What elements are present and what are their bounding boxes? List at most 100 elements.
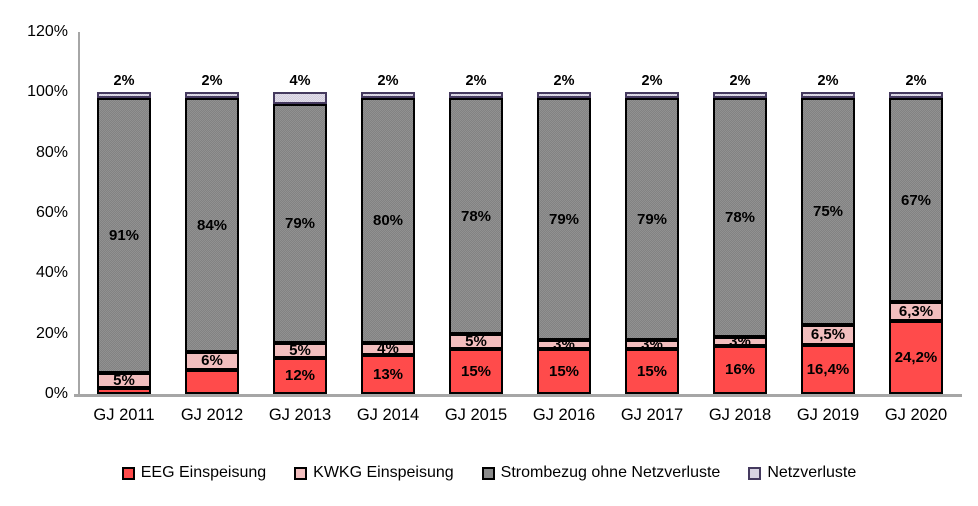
legend: EEG Einspeisung KWKG Einspeisung Strombezu… <box>0 458 978 488</box>
bar-gj-2014: 13% 4% 80% 2% <box>361 74 415 394</box>
segment-netzverluste <box>625 92 679 99</box>
bar-gj-2020: 24,2% 6,3% 67% 2% <box>889 74 943 394</box>
netzverluste-value-label: 2% <box>905 72 927 89</box>
segment-strombezug-ohne-netzverluste: 79% <box>273 104 327 343</box>
segment-value-label: 5% <box>465 333 487 349</box>
legend-label: Strombezug ohne Netzverluste <box>500 464 721 481</box>
segment-netzverluste <box>889 92 943 99</box>
segment-kwkg-einspeisung: 6,3% <box>889 302 943 321</box>
segment-value-label: 79% <box>636 210 668 228</box>
plot-area: 0% 20% 40% 60% 80% 100% 120% 5% 91% 2% 6% 84% 2% 12%… <box>27 24 962 402</box>
legend-swatch-icon <box>121 466 135 480</box>
x-axis-label: GJ 2017 <box>620 406 684 424</box>
segment-value-label: 79% <box>548 210 580 228</box>
x-axis-label: GJ 2020 <box>884 406 948 424</box>
segment-value-label: 78% <box>724 209 756 227</box>
segment-value-label: 3% <box>553 339 575 349</box>
legend-swatch-icon <box>481 466 495 480</box>
segment-value-label: 6,5% <box>810 326 846 344</box>
netzverluste-value-label: 2% <box>817 72 839 89</box>
segment-value-label: 91% <box>108 227 140 245</box>
y-axis-tick-label: 20% <box>35 324 68 342</box>
segment-strombezug-ohne-netzverluste: 75% <box>801 98 855 325</box>
segment-kwkg-einspeisung: 5% <box>449 333 503 349</box>
segment-netzverluste <box>713 92 767 99</box>
segment-eeg-einspeisung: 16% <box>713 345 767 394</box>
segment-value-label: 78% <box>460 207 492 225</box>
legend-item-strombezug-ohne-netzverluste: Strombezug ohne Netzverluste <box>481 464 721 482</box>
legend-label: KWKG Einspeisung <box>313 464 454 481</box>
segment-value-label: 15% <box>548 362 580 380</box>
segment-eeg-einspeisung: 13% <box>361 354 415 394</box>
segment-strombezug-ohne-netzverluste: 79% <box>537 98 591 340</box>
bar-gj-2019: 16,4% 6,5% 75% 2% <box>801 74 855 394</box>
segment-value-label: 67% <box>900 191 932 209</box>
netzverluste-value-label: 2% <box>201 72 223 89</box>
segment-kwkg-einspeisung: 3% <box>713 336 767 346</box>
segment-eeg-einspeisung: 15% <box>449 348 503 394</box>
segment-kwkg-einspeisung: 5% <box>273 342 327 358</box>
segment-kwkg-einspeisung: 3% <box>625 339 679 349</box>
segment-value-label: 16,4% <box>806 360 850 378</box>
bar-gj-2013: 12% 5% 79% 4% <box>273 74 327 394</box>
y-axis-tick-label: 80% <box>35 143 68 161</box>
segment-netzverluste <box>449 92 503 99</box>
segment-value-label: 16% <box>724 361 756 379</box>
segment-netzverluste <box>97 92 151 99</box>
segment-netzverluste <box>185 92 239 99</box>
y-axis-tick-label: 0% <box>44 385 68 402</box>
segment-value-label: 6,3% <box>898 303 934 320</box>
bar-gj-2017: 15% 3% 79% 2% <box>625 74 679 394</box>
segment-value-label: 15% <box>460 362 492 380</box>
x-axis-label: GJ 2019 <box>796 406 860 424</box>
netzverluste-value-label: 2% <box>553 72 575 89</box>
segment-eeg-einspeisung: 15% <box>537 348 591 394</box>
segment-value-label: 6% <box>201 352 223 370</box>
segment-kwkg-einspeisung: 4% <box>361 342 415 355</box>
legend-label: EEG Einspeisung <box>140 464 267 481</box>
x-axis-label: GJ 2015 <box>444 406 508 424</box>
segment-value-label: 5% <box>113 372 135 388</box>
segment-value-label: 5% <box>289 342 311 358</box>
segment-eeg-einspeisung: 16,4% <box>801 344 855 394</box>
segment-strombezug-ohne-netzverluste: 67% <box>889 98 943 302</box>
y-axis-tick-label: 40% <box>35 264 68 282</box>
segment-value-label: 12% <box>284 367 316 385</box>
segment-kwkg-einspeisung: 6,5% <box>801 324 855 345</box>
segment-value-label: 4% <box>377 342 399 355</box>
segment-eeg-einspeisung: 12% <box>273 357 327 394</box>
segment-value-label: 13% <box>372 365 404 383</box>
segment-value-label: 75% <box>812 203 844 221</box>
bar-gj-2018: 16% 3% 78% 2% <box>713 74 767 394</box>
segment-strombezug-ohne-netzverluste: 84% <box>185 98 239 352</box>
segment-value-label: 3% <box>641 339 663 349</box>
segment-value-label: 3% <box>729 336 751 346</box>
segment-netzverluste <box>273 92 327 105</box>
netzverluste-value-label: 4% <box>289 72 311 89</box>
y-axis-tick-label: 60% <box>35 204 68 221</box>
segment-netzverluste <box>537 92 591 99</box>
segment-eeg-einspeisung: 15% <box>625 348 679 394</box>
segment-value-label: 15% <box>636 362 668 380</box>
netzverluste-value-label: 2% <box>729 72 751 89</box>
y-axis-tick-label: 120% <box>27 23 68 40</box>
x-axis-line <box>74 394 962 397</box>
y-axis-line <box>78 32 80 397</box>
segment-value-label: 79% <box>284 215 316 233</box>
netzverluste-value-label: 2% <box>465 72 487 89</box>
segment-kwkg-einspeisung: 6% <box>185 351 239 370</box>
segment-strombezug-ohne-netzverluste: 91% <box>97 98 151 373</box>
legend-swatch-icon <box>294 466 308 480</box>
bar-gj-2012: 6% 84% 2% <box>185 74 239 394</box>
legend-item-netzverluste: Netzverluste <box>748 464 856 482</box>
x-axis-label: GJ 2012 <box>180 406 244 424</box>
segment-strombezug-ohne-netzverluste: 78% <box>449 98 503 334</box>
netzverluste-value-label: 2% <box>113 72 135 89</box>
bar-gj-2011: 5% 91% 2% <box>97 74 151 394</box>
segment-netzverluste <box>361 92 415 99</box>
y-axis-tick-label: 100% <box>27 83 68 101</box>
legend-swatch-icon <box>748 466 762 480</box>
segment-strombezug-ohne-netzverluste: 80% <box>361 98 415 343</box>
x-axis-label: GJ 2011 <box>93 406 155 424</box>
